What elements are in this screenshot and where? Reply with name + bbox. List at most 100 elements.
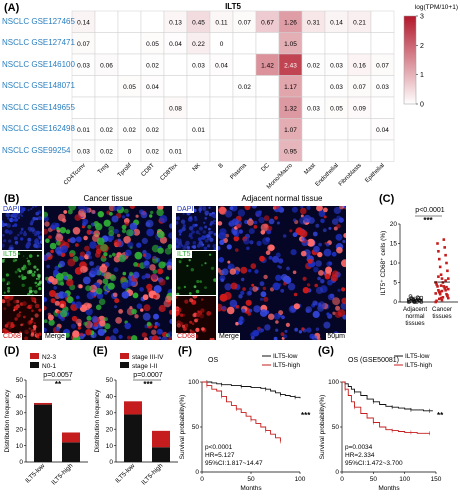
normal-ilt5-image: ILT5 — [176, 251, 216, 295]
chart-f-stat: p<0.0001 — [205, 444, 233, 451]
heatmap-cell — [209, 118, 234, 141]
scatter-point — [411, 297, 416, 302]
heatmap-cell — [209, 96, 234, 119]
chart-e-y-label: Distribution frequency — [94, 389, 101, 453]
chart-d-y-tick-label: 10 — [16, 443, 24, 450]
heatmap-row-label: NSCLC GSE162498 — [2, 124, 75, 134]
heatmap-cell — [255, 32, 280, 55]
scatter-point — [445, 285, 448, 289]
scatter-point — [446, 269, 449, 273]
heatmap-cell — [140, 96, 165, 119]
heatmap-cell-value: 0.03 — [307, 105, 320, 112]
heatmap-cell-value: 0.02 — [100, 148, 113, 155]
heatmap-row-label: NSCLC GSE149655 — [2, 102, 75, 112]
heatmap-cell-value: 0.03 — [192, 62, 205, 69]
legend-tick-label: 1 — [420, 72, 424, 79]
cell-texture — [2, 252, 42, 295]
heatmap-cell — [370, 96, 395, 119]
chart-e-y-tick-label: 0 — [109, 459, 113, 466]
chart-g-stat: 95%CI:1.472~3.700 — [345, 460, 403, 467]
scatter-point — [437, 275, 440, 278]
chart-e-bar-segment — [124, 414, 142, 462]
heatmap-cell — [163, 53, 188, 76]
chart-d-y-tick-label: 20 — [16, 426, 24, 433]
chart-e-x-tick-label: ILT5-low — [114, 462, 136, 484]
chart-g-y-tick-label: 100 — [328, 379, 339, 386]
ilt5-channel-label: ILT5 — [176, 251, 192, 258]
heatmap-cell — [94, 10, 119, 33]
legend-tick-label: 2 — [420, 43, 424, 50]
heatmap-cell-value: 0.45 — [192, 19, 205, 26]
scatter-point — [443, 246, 446, 249]
chart-c-x-tick-label: tissues — [432, 313, 451, 320]
heatmap-col-label: CD8T — [141, 162, 157, 178]
chart-f-x-tick-label: 100 — [295, 476, 306, 483]
heatmap-cell-value: 1.05 — [284, 41, 297, 48]
cancer-ilt5-image: ILT5 — [2, 251, 42, 295]
heatmap-col-label: CD8Tex — [160, 163, 179, 182]
heatmap-cell-value: 1.07 — [284, 127, 297, 134]
chart-c-y-tick-label: 0 — [393, 299, 397, 306]
chart-f-x-label: Months — [240, 485, 262, 492]
scatter-point — [436, 285, 439, 288]
heatmap-cell-value: 0.07 — [238, 19, 251, 26]
chart-g-x-label: Months — [378, 485, 400, 492]
chart-c-y-tick-label: 20 — [390, 221, 398, 228]
panel-label-d: (D) — [4, 345, 20, 357]
chart-e-legend-swatch — [120, 362, 129, 368]
scatter-point — [440, 277, 444, 280]
heatmap-cell — [209, 139, 234, 162]
chart-f-stat: 95%CI:1.817~14.47 — [205, 460, 263, 467]
heatmap-cell-value: 0.02 — [146, 62, 159, 69]
heatmap-cell-value: 0.06 — [100, 62, 113, 69]
chart-d-legend-swatch — [30, 353, 39, 359]
legend-tick-label: 3 — [420, 14, 424, 21]
heatmap-cell-value: 0.07 — [77, 41, 90, 48]
heatmap-cell — [301, 139, 326, 162]
chart-e-legend-label: stage III-IV — [132, 354, 164, 361]
heatmap-cell — [186, 96, 211, 119]
chart-e-bar-segment — [152, 447, 170, 462]
merge-label: Merge — [218, 333, 240, 340]
chart-d-x-tick-label: ILT5-high — [50, 462, 74, 486]
heatmap-col-label: Tprolif — [117, 162, 133, 178]
heatmap-cell-value: 0.04 — [169, 41, 182, 48]
scatter-point — [434, 292, 437, 295]
chart-e-pvalue: p=0.0007 — [133, 372, 162, 379]
chart-d-x-tick-label: ILT5-low — [24, 462, 46, 484]
heatmap-cell — [94, 96, 119, 119]
cancer-tissue-title: Cancer tissue — [83, 194, 133, 203]
chart-f-x-tick-label: 50 — [247, 476, 255, 483]
scatter-point — [419, 295, 424, 300]
chart-d-bars: Distribution frequency 0 10 20 30 40 50 ILT5-lo… — [4, 353, 88, 486]
heatmap-cell-value: 0.14 — [330, 19, 343, 26]
merge-label: Merge — [44, 333, 66, 340]
scatter-point — [437, 250, 440, 253]
panel-label-a: (A) — [4, 2, 20, 14]
heatmap-cell — [301, 32, 326, 55]
heatmap-cell-value: 0.08 — [169, 105, 182, 112]
chart-f-legend-label: ILT5-high — [273, 362, 300, 369]
panel-label-f: (F) — [178, 345, 193, 357]
chart-f-curve — [202, 381, 301, 399]
chart-d-legend-label: N2-3 — [42, 354, 56, 361]
heatmap-cell — [232, 32, 257, 55]
heatmap-panel: ILT5 0.14 0.13 0.45 0.11 0.07 0.67 1.26 0.31 0.14… — [63, 2, 458, 191]
heatmap-col-label: DC — [261, 162, 272, 173]
heatmap-cell-value: 0.02 — [146, 148, 159, 155]
heatmap-cell-value: 0.09 — [353, 105, 366, 112]
chart-c-scatter: ILT5⁺ CD68⁺ cells (%) 0 5 10 15 20 Adjacentnor… — [380, 207, 458, 327]
heatmap-cell-value: 0.31 — [307, 19, 320, 26]
panel-label-e: (E) — [93, 345, 108, 357]
heatmap-cell-value: 0.03 — [330, 62, 343, 69]
heatmap-cell-value: 0 — [220, 41, 224, 48]
chart-c-x-tick-label: Cancer — [432, 306, 452, 313]
panel-label-g: (G) — [318, 345, 334, 357]
heatmap-row-label: NSCLC GSE148071 — [2, 81, 75, 91]
chart-g-stat: p=0.0034 — [345, 444, 373, 451]
normal-cd68-image: CD68 — [176, 296, 216, 340]
chart-e-legend-swatch — [120, 353, 129, 359]
chart-c-y-tick-label: 10 — [390, 260, 398, 267]
heatmap-cell — [324, 32, 349, 55]
heatmap-cell — [347, 32, 372, 55]
